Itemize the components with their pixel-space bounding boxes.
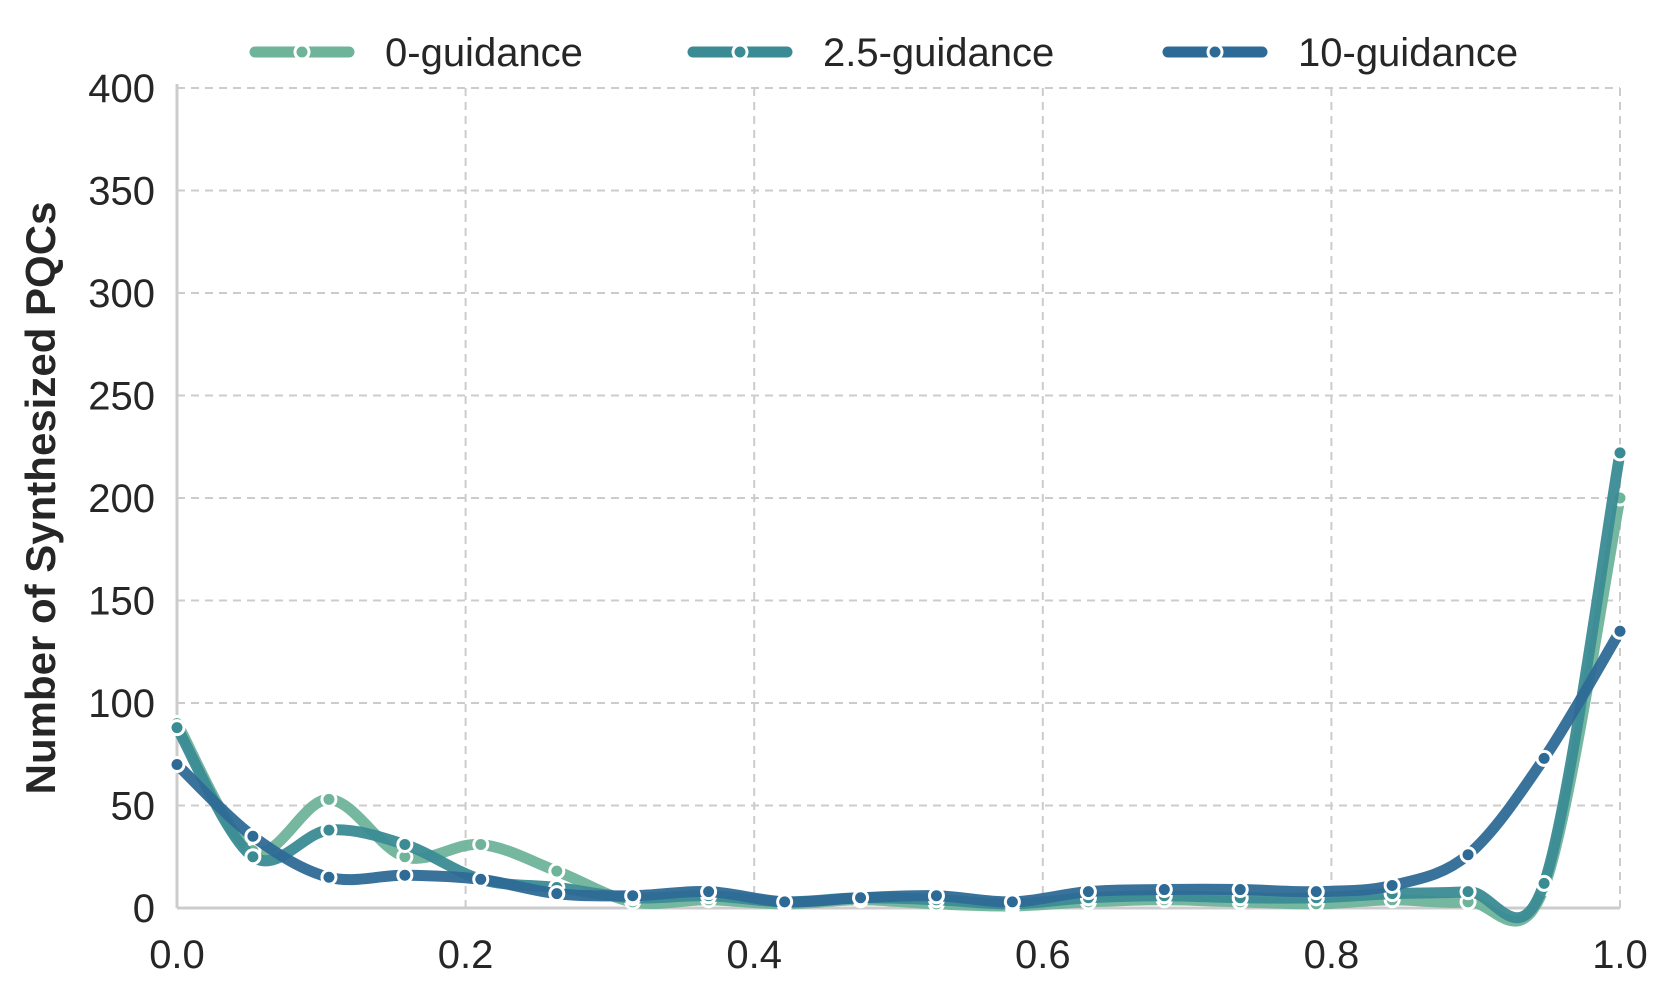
data-point xyxy=(244,827,262,845)
y-tick-label: 50 xyxy=(111,785,156,829)
x-tick-label: 0.0 xyxy=(149,933,205,977)
series-line xyxy=(171,625,1626,908)
data-point xyxy=(320,868,338,886)
data-point xyxy=(1611,444,1629,462)
data-point xyxy=(700,883,718,901)
legend-label: 2.5-guidance xyxy=(823,31,1054,75)
y-tick-label: 200 xyxy=(88,477,155,521)
legend-item: 10-guidance xyxy=(1162,31,1518,75)
x-tick-label: 0.4 xyxy=(726,933,782,977)
legend-marker xyxy=(731,43,749,61)
grid-layer xyxy=(176,87,1621,909)
y-tick-label: 100 xyxy=(88,682,155,726)
data-point xyxy=(1535,749,1553,767)
data-point xyxy=(1611,622,1629,640)
data-point xyxy=(548,862,566,880)
data-point xyxy=(852,889,870,907)
y-tick-label: 250 xyxy=(88,375,155,419)
data-point xyxy=(1079,883,1097,901)
data-point xyxy=(1231,881,1249,899)
data-point xyxy=(168,719,186,737)
data-point xyxy=(1459,883,1477,901)
axes-layer xyxy=(175,84,1620,910)
tick-labels-layer: 0.0 0.2 0.4 0.6 0.8 1.0 0 50 100 150 200 250 300 350 4… xyxy=(88,67,1648,977)
data-point xyxy=(396,866,414,884)
legend: 0-guidance 2.5-guidance 10-guidance xyxy=(249,31,1518,75)
data-point xyxy=(1003,893,1021,911)
series-0-guidance xyxy=(168,489,1629,927)
x-tick-label: 0.2 xyxy=(438,933,494,977)
series-10-guidance xyxy=(168,622,1629,911)
y-tick-label: 150 xyxy=(88,580,155,624)
legend-marker xyxy=(1206,43,1224,61)
y-tick-label: 400 xyxy=(88,67,155,111)
series-line xyxy=(171,492,1626,927)
data-point xyxy=(396,835,414,853)
y-tick-label: 300 xyxy=(88,272,155,316)
data-point xyxy=(472,835,490,853)
data-point xyxy=(624,887,642,905)
y-axis-label: Number of Synthesized PQCs xyxy=(17,202,64,795)
legend-label: 0-guidance xyxy=(385,31,583,75)
data-point xyxy=(320,821,338,839)
legend-item: 2.5-guidance xyxy=(687,31,1054,75)
data-point xyxy=(1535,874,1553,892)
data-point xyxy=(472,870,490,888)
x-tick-label: 0.8 xyxy=(1304,933,1360,977)
data-point xyxy=(1459,846,1477,864)
x-tick-label: 1.0 xyxy=(1592,933,1648,977)
data-point xyxy=(1383,876,1401,894)
data-point xyxy=(168,756,186,773)
data-point xyxy=(1155,881,1173,899)
data-point xyxy=(548,885,566,903)
x-tick-label: 0.6 xyxy=(1015,933,1071,977)
data-point xyxy=(927,887,945,905)
y-tick-label: 350 xyxy=(88,170,155,214)
data-point xyxy=(776,893,794,911)
data-point xyxy=(1307,883,1325,901)
legend-item: 0-guidance xyxy=(249,31,583,75)
data-point xyxy=(320,790,338,808)
y-tick-label: 0 xyxy=(133,887,155,931)
legend-marker xyxy=(293,43,311,61)
legend-label: 10-guidance xyxy=(1298,31,1518,75)
series-layer xyxy=(168,444,1629,927)
data-point xyxy=(244,848,262,866)
